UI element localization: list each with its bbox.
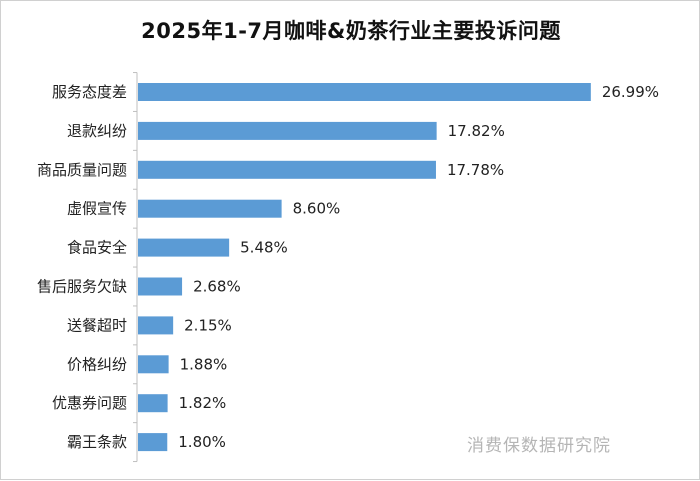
value-label: 1.82% [179, 394, 227, 412]
value-label: 2.68% [193, 278, 241, 296]
category-label: 送餐超时 [67, 316, 127, 334]
category-label: 价格纠纷 [67, 355, 127, 373]
watermark: 消费保数据研究院 [467, 436, 611, 456]
value-label: 17.78% [447, 161, 504, 179]
bar [138, 277, 183, 296]
bar [138, 83, 591, 101]
chart-title: 2025年1-7月咖啡&奶茶行业主要投诉问题 [141, 19, 561, 43]
category-label: 退款纠纷 [67, 122, 127, 140]
bar [138, 160, 436, 179]
bar [138, 394, 168, 413]
bar [138, 355, 169, 374]
category-label: 虚假宣传 [67, 200, 127, 218]
category-label: 霸王条款 [67, 433, 127, 451]
value-label: 17.82% [448, 122, 505, 140]
category-label: 商品质量问题 [37, 161, 127, 179]
bar [138, 199, 282, 218]
value-label: 2.15% [184, 316, 232, 334]
category-label: 服务态度差 [52, 83, 127, 101]
value-label: 8.60% [293, 200, 341, 218]
value-label: 26.99% [602, 83, 659, 101]
value-label: 1.88% [180, 355, 228, 373]
bar [138, 316, 174, 335]
bar [138, 238, 230, 257]
category-label: 食品安全 [67, 239, 127, 257]
category-label: 售后服务欠缺 [37, 278, 127, 296]
value-label: 1.80% [178, 433, 226, 451]
bar [138, 121, 437, 140]
bar [138, 433, 168, 452]
value-label: 5.48% [240, 239, 288, 257]
category-label: 优惠券问题 [52, 394, 127, 412]
